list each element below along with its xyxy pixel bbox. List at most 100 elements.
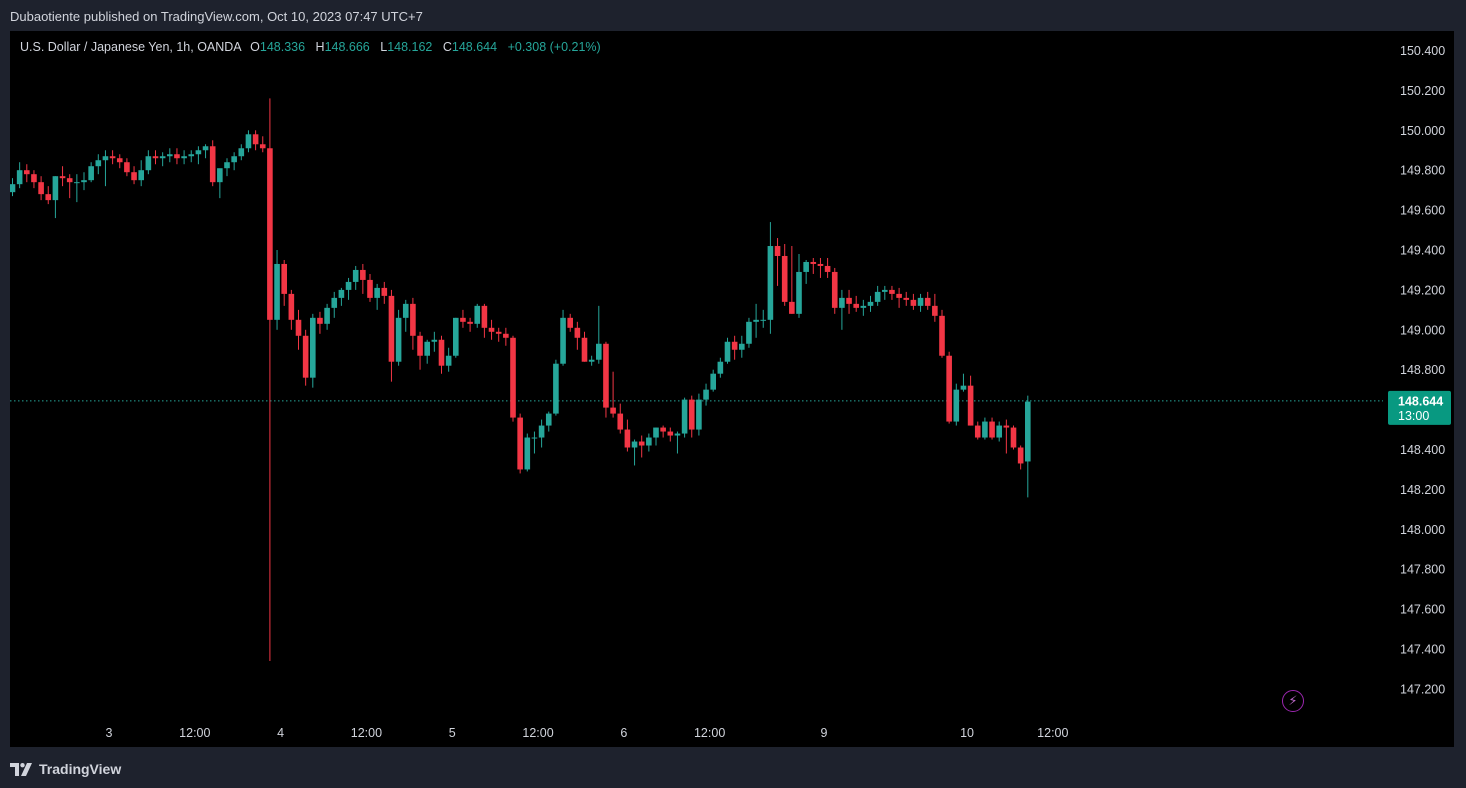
candle-body-up (839, 297, 845, 308)
candle-body-up (395, 317, 402, 362)
bar-countdown-label: 13:00 (1398, 409, 1429, 423)
candle-body-up (953, 389, 960, 422)
candle-body-down (267, 148, 273, 320)
candle-body-down (467, 321, 473, 324)
candle-body-up (710, 373, 716, 390)
y-tick-label: 149.800 (1400, 164, 1445, 178)
candle-body-down (109, 156, 116, 159)
candle-body-down (116, 158, 123, 163)
x-tick-label: 12:00 (1037, 726, 1068, 740)
candle-body-down (810, 261, 817, 264)
symbol-title[interactable]: U.S. Dollar / Japanese Yen, 1h, OANDA (20, 40, 242, 54)
candle-body-up (681, 399, 688, 434)
candle-body-up (238, 148, 245, 157)
y-tick-label: 150.000 (1400, 124, 1445, 138)
candle-body-up (102, 156, 109, 161)
candle-body-down (317, 317, 323, 324)
candle-body-down (460, 317, 466, 322)
candle-body-up (352, 269, 359, 282)
candle-body-up (646, 437, 652, 446)
candle-body-up (767, 246, 774, 320)
candle-body-up (560, 317, 566, 364)
candle-body-down (781, 255, 788, 302)
candle-body-up (88, 166, 94, 181)
candle-body-down (638, 441, 645, 446)
candle-body-down (131, 172, 137, 181)
candle-body-down (889, 289, 895, 294)
candle-body-up (431, 339, 438, 342)
candle-body-down (495, 331, 502, 334)
candle-body-up (746, 321, 752, 344)
candle-body-up (402, 303, 409, 318)
y-tick-label: 148.800 (1400, 363, 1445, 377)
candle-body-down (488, 327, 495, 332)
y-tick-label: 147.200 (1400, 682, 1445, 696)
candle-body-up (717, 361, 724, 374)
candle-body-down (503, 333, 509, 338)
candlestick-chart[interactable]: 150.400 150.200 150.000 149.800 149.600 149.4… (10, 31, 1454, 747)
candle-body-down (252, 134, 259, 145)
candle-body-up (195, 150, 202, 155)
candle-body-down (302, 335, 309, 378)
candle-body-down (624, 429, 631, 448)
candle-body-up (224, 162, 230, 169)
candle-body-up (588, 359, 595, 362)
y-tick-label: 150.200 (1400, 84, 1445, 98)
footer-brand[interactable]: TradingView (10, 759, 121, 779)
x-tick-label: 12:00 (522, 726, 553, 740)
candle-body-down (381, 287, 388, 296)
candle-body-up (231, 156, 237, 163)
x-tick-label: 3 (106, 726, 113, 740)
candle-body-up (796, 271, 802, 314)
x-tick-label: 10 (960, 726, 974, 740)
candle-body-up (81, 180, 87, 183)
x-tick-label: 12:00 (351, 726, 382, 740)
candle-body-up (181, 156, 187, 159)
candle-body-down (853, 303, 859, 308)
candle-body-down (481, 305, 488, 328)
x-tick-label: 12:00 (694, 726, 725, 740)
candle-body-down (388, 295, 395, 362)
candle-body-down (1017, 447, 1024, 464)
candle-body-up (167, 154, 173, 157)
candle-body-up (524, 437, 531, 470)
high-label: H (315, 40, 325, 54)
candle-body-up (917, 297, 924, 306)
candle-body-down (510, 337, 516, 418)
candle-body-up (338, 289, 345, 298)
candle-body-down (581, 337, 588, 362)
candle-body-up (882, 289, 888, 292)
candle-body-down (574, 327, 581, 338)
candle-body-up (996, 425, 1002, 438)
candle-body-up (324, 307, 330, 324)
candle-body-down (281, 263, 287, 294)
candle-body-down (946, 355, 952, 422)
author-name[interactable]: Dubaotiente (10, 9, 81, 24)
candle-body-down (66, 178, 73, 183)
candle-body-up (310, 317, 316, 378)
chart-pane[interactable]: 150.400 150.200 150.000 149.800 149.600 149.4… (10, 31, 1454, 747)
candle-body-down (288, 293, 295, 320)
symbol-legend: U.S. Dollar / Japanese Yen, 1h, OANDA O1… (20, 40, 608, 54)
candle-body-down (896, 293, 902, 298)
candle-body-up (674, 433, 681, 436)
x-tick-label: 6 (620, 726, 627, 740)
tradingview-logo-icon (10, 762, 32, 776)
candle-body-up (10, 184, 16, 193)
last-price-label: 148.644 (1398, 394, 1443, 408)
candle-body-up (596, 343, 602, 360)
candle-body-down (38, 182, 44, 195)
lightning-icon[interactable]: ⚡ (1282, 690, 1304, 712)
candle-body-up (52, 176, 59, 201)
candle-body-up (982, 421, 988, 438)
candle-body-down (1003, 425, 1010, 428)
candle-body-down (517, 417, 523, 470)
candle-body-up (874, 291, 881, 302)
candle-body-down (824, 265, 831, 272)
low-label: L (380, 40, 388, 54)
x-tick-label: 9 (821, 726, 828, 740)
y-tick-label: 147.600 (1400, 603, 1445, 617)
x-tick-label: 4 (277, 726, 284, 740)
candle-body-up (453, 317, 459, 356)
candle-body-down (817, 263, 824, 266)
